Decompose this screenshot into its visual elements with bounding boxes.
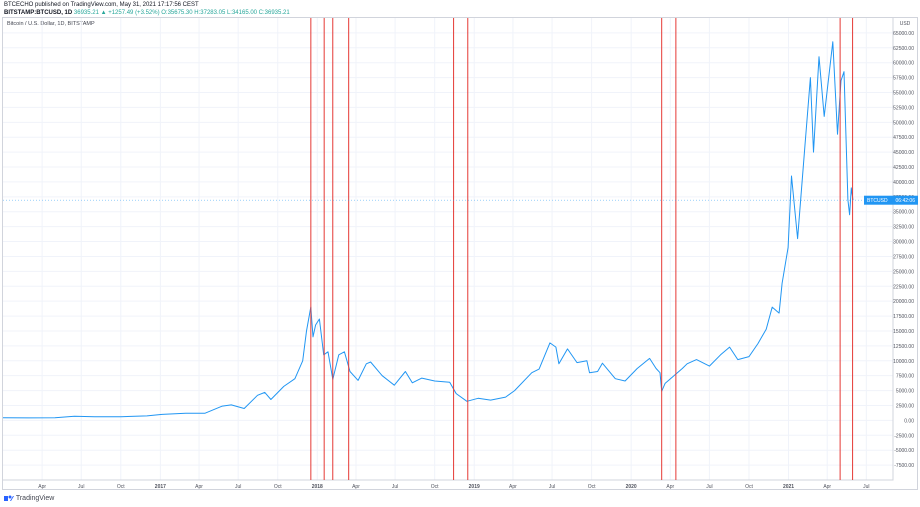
- brand-label: TradingView: [15, 494, 55, 502]
- brand-footer: TradingView: [4, 494, 54, 502]
- x-tick-label: 2019: [469, 484, 480, 490]
- y-tick-label: 60000.00: [893, 61, 914, 67]
- x-tick-label: 2020: [626, 484, 637, 490]
- last-price-countdown-label: 06:42:06: [896, 198, 916, 204]
- y-tick-label: 45000.00: [893, 150, 914, 156]
- x-tick-label: Oct: [431, 484, 439, 490]
- y-tick-label: 30000.00: [893, 240, 914, 246]
- y-tick-label: 65000.00: [893, 31, 914, 37]
- x-tick-label: Jul: [78, 484, 84, 490]
- y-tick-label: -2500.00: [894, 433, 914, 439]
- y-tick-label: 27500.00: [893, 254, 914, 260]
- y-tick-label: 55000.00: [893, 91, 914, 97]
- symbol-ohlc-line: BITSTAMP:BTCUSD, 1D 36935.21 ▲ +1257.49 …: [4, 10, 290, 16]
- y-tick-label: 0.00: [904, 418, 914, 424]
- chart-title: Bitcoin / U.S. Dollar, 1D, BITSTAMP: [7, 21, 95, 27]
- x-tick-label: Jul: [549, 484, 555, 490]
- btcusd-price-line: [2, 41, 854, 419]
- tradingview-logo-icon: [4, 495, 14, 501]
- x-tick-label: Jul: [863, 484, 869, 490]
- x-tick-label: 2021: [783, 484, 794, 490]
- chart-frame: [2, 17, 918, 490]
- x-tick-label: Apr: [509, 484, 517, 490]
- x-tick-label: Oct: [274, 484, 282, 490]
- y-tick-label: 32500.00: [893, 225, 914, 231]
- y-tick-label: 12500.00: [893, 344, 914, 350]
- y-tick-label: 57500.00: [893, 76, 914, 82]
- y-axis-unit-label: USD: [900, 21, 911, 27]
- x-tick-label: Apr: [38, 484, 46, 490]
- y-tick-label: 42500.00: [893, 165, 914, 171]
- y-tick-label: 5000.00: [896, 389, 914, 395]
- x-tick-label: Apr: [352, 484, 360, 490]
- y-tick-label: 22500.00: [893, 284, 914, 290]
- y-tick-label: 20000.00: [893, 299, 914, 305]
- x-tick-label: 2017: [155, 484, 166, 490]
- y-tick-label: 10000.00: [893, 359, 914, 365]
- y-tick-label: -7500.00: [894, 463, 914, 469]
- y-tick-label: 35000.00: [893, 210, 914, 216]
- y-tick-label: 25000.00: [893, 269, 914, 275]
- x-tick-label: Apr: [195, 484, 203, 490]
- x-tick-label: Jul: [235, 484, 241, 490]
- y-tick-label: 62500.00: [893, 46, 914, 52]
- y-tick-label: 40000.00: [893, 180, 914, 186]
- x-tick-label: Oct: [588, 484, 596, 490]
- last-price-symbol-label: BTCUSD: [867, 198, 888, 204]
- y-tick-label: 47500.00: [893, 135, 914, 141]
- y-tick-label: 17500.00: [893, 314, 914, 320]
- y-tick-label: 15000.00: [893, 329, 914, 335]
- x-tick-label: Apr: [666, 484, 674, 490]
- x-tick-label: 2018: [312, 484, 323, 490]
- y-tick-label: -5000.00: [894, 448, 914, 454]
- y-tick-label: 7500.00: [896, 374, 914, 380]
- ohlc-values: 36935.21 ▲ +1257.49 (+3.52%) O:35675.30 …: [73, 10, 290, 16]
- x-tick-label: Jul: [392, 484, 398, 490]
- last-price-tag: [864, 195, 918, 205]
- y-tick-label: 50000.00: [893, 120, 914, 126]
- x-tick-label: Oct: [745, 484, 753, 490]
- y-tick-label: 52500.00: [893, 105, 914, 111]
- x-tick-label: Apr: [823, 484, 831, 490]
- x-tick-label: Jul: [706, 484, 712, 490]
- y-tick-label: 2500.00: [896, 403, 914, 409]
- symbol-label: BITSTAMP:BTCUSD, 1D: [4, 10, 73, 16]
- x-tick-label: Oct: [117, 484, 125, 490]
- publisher-line: BTCECHO published on TradingView.com, Ma…: [4, 2, 199, 8]
